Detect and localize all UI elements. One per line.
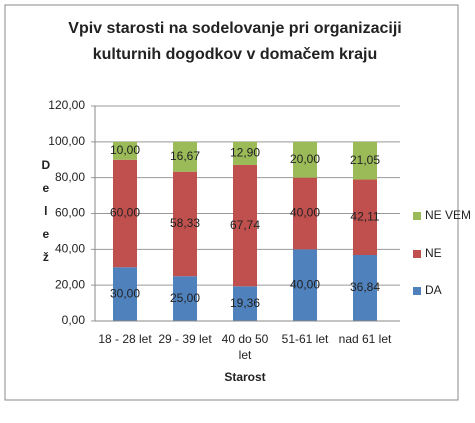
value-label: 19,36 [230, 296, 260, 310]
value-label: 40,00 [290, 206, 320, 220]
value-label: 60,00 [110, 206, 140, 220]
x-tick-box: 40 do 50 let [221, 332, 269, 362]
y-tick-label: 20,00 [55, 277, 85, 291]
bar-segment [173, 171, 197, 277]
value-label: 67,74 [230, 218, 260, 232]
value-label: 58,33 [170, 216, 200, 230]
x-tick-label: 29 - 39 let [158, 332, 212, 346]
bar-segment [113, 159, 137, 268]
value-label: 21,05 [350, 153, 380, 167]
y-tick-label: 40,00 [55, 242, 85, 256]
x-tick-box: nad 61 let [338, 332, 392, 346]
bar-segment [293, 249, 317, 321]
x-tick-label: nad 61 let [338, 332, 392, 346]
x-axis-label: Starost [224, 370, 265, 384]
bar-segment [233, 164, 257, 287]
bar-segment [353, 254, 377, 321]
value-label: 10,00 [110, 143, 140, 157]
y-tick-label: 120,00 [48, 98, 85, 112]
legend-label: NE [425, 246, 442, 260]
value-label: 20,00 [290, 152, 320, 166]
legend-label: DA [425, 283, 442, 297]
bar-segment [353, 141, 377, 180]
bar-segment [173, 141, 197, 172]
bar-segment [173, 276, 197, 321]
bar-segment [113, 267, 137, 321]
value-label: 36,84 [350, 280, 380, 294]
value-label: 30,00 [110, 286, 140, 300]
bar-segment [113, 141, 137, 160]
x-tick-box: 29 - 39 let [158, 332, 212, 346]
y-tick-label: 100,00 [48, 134, 85, 148]
chart-title: Vpiv starosti na sodelovanje pri organiz… [68, 20, 402, 63]
bar-segment [233, 141, 257, 165]
value-label: 16,67 [170, 149, 200, 163]
bar-segment [233, 286, 257, 321]
y-tick-label: 80,00 [55, 170, 85, 184]
x-tick-label: 40 do 50 let [221, 332, 269, 362]
x-tick-box: 51-61 let [281, 332, 329, 346]
y-tick-label: 60,00 [55, 206, 85, 220]
bar-segment [293, 177, 317, 250]
chart-border [4, 4, 459, 401]
value-label: 25,00 [170, 291, 200, 305]
x-tick-label: 18 - 28 let [98, 332, 152, 346]
value-label: 42,11 [350, 209, 379, 223]
y-axis-label: Delež [39, 158, 53, 273]
x-tick-label: 51-61 let [281, 332, 329, 346]
bar-segment [293, 141, 317, 178]
bar-segment [353, 179, 377, 255]
title-box: Vpiv starosti na sodelovanje pri organiz… [68, 20, 402, 63]
legend-swatch [413, 250, 421, 258]
legend-swatch [413, 287, 421, 295]
legend-swatch [413, 212, 421, 220]
x-tick-box: 18 - 28 let [98, 332, 152, 346]
y-tick-label: 0,00 [62, 313, 86, 327]
value-label: 12,90 [230, 146, 260, 160]
legend-label: NE VEM [425, 208, 471, 222]
value-label: 40,00 [290, 277, 320, 291]
